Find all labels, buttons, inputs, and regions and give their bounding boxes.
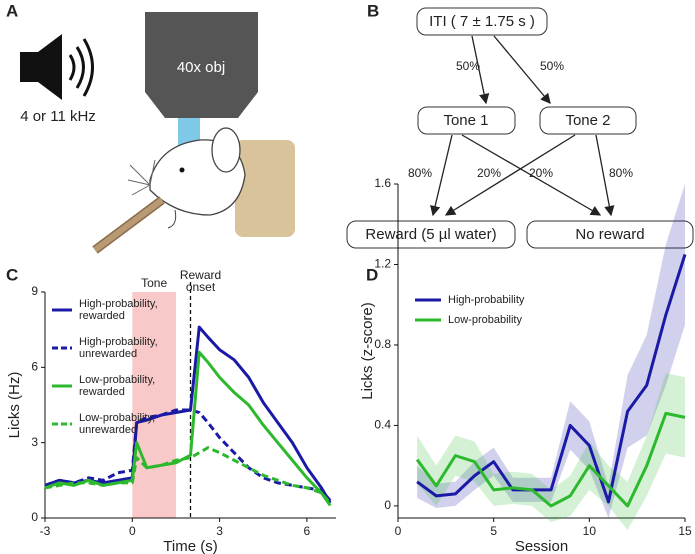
y-tick-label: 6	[31, 360, 38, 374]
edge-label: 20%	[477, 166, 501, 180]
y-tick-label: 0	[384, 498, 391, 512]
objective	[145, 12, 258, 155]
panel-letter: B	[367, 1, 379, 20]
node	[346, 220, 516, 249]
edge	[461, 134, 602, 216]
edge-label: 20%	[529, 166, 553, 180]
x-tick-label: 3	[216, 524, 223, 538]
y-tick-label: 0.8	[374, 337, 391, 351]
legend-label: Low-probability, rewarded	[79, 374, 155, 398]
y-tick-label: 3	[31, 435, 38, 449]
node-label: ITI ( 7 ± 1.75 s )	[429, 13, 535, 30]
series-line	[44, 325, 332, 504]
error-band	[417, 465, 437, 508]
x-axis-label: Time (s)	[163, 538, 217, 554]
series-line	[44, 446, 332, 504]
series-line	[416, 253, 687, 504]
x-axis-label: Session	[515, 538, 568, 554]
mouse	[92, 127, 295, 254]
legend-label: High-probability, unrewarded	[79, 336, 158, 360]
y-tick-label: 1.2	[374, 257, 391, 271]
node	[526, 220, 694, 249]
edge	[430, 134, 453, 217]
error-band	[627, 334, 647, 448]
edge-label: 50%	[540, 59, 564, 73]
edge-label: 80%	[408, 166, 432, 180]
legend-label: Low-probability	[448, 314, 522, 326]
x-tick-label: 10	[583, 524, 597, 538]
region-label: Tone	[141, 276, 167, 290]
edge	[595, 134, 615, 217]
series-line	[44, 350, 332, 507]
edge	[471, 35, 490, 105]
node-label: No reward	[575, 226, 644, 243]
y-tick-label: 0	[31, 510, 38, 524]
node	[416, 7, 548, 36]
series-line	[415, 411, 686, 508]
x-tick-label: -3	[40, 524, 51, 538]
edge-label: 50%	[456, 59, 480, 73]
legend-label: High-probability	[448, 294, 525, 306]
x-tick-label: 5	[490, 524, 497, 538]
panel-letter: C	[6, 265, 18, 284]
y-axis-label: Licks (z-score)	[359, 302, 376, 400]
edge	[444, 134, 576, 216]
error-band	[646, 373, 666, 496]
series-line	[44, 408, 332, 502]
objective-label: 40x obj	[177, 59, 225, 76]
error-band	[551, 475, 571, 523]
speaker-icon	[20, 34, 94, 100]
x-tick-label: 15	[678, 524, 692, 538]
node-label: Tone 1	[443, 112, 488, 129]
panel-letter: A	[6, 1, 18, 20]
x-tick-label: 0	[395, 524, 402, 538]
legend-label: Low-probability, unrewarded	[79, 412, 155, 436]
tone-region	[132, 292, 176, 518]
legend-label: High-probability, rewarded	[79, 298, 158, 322]
node	[417, 106, 516, 135]
error-band	[646, 244, 666, 436]
node-label: Tone 2	[565, 112, 610, 129]
y-tick-label: 9	[31, 284, 38, 298]
x-tick-label: 6	[304, 524, 311, 538]
reward-label: onset	[186, 280, 216, 294]
edge	[493, 35, 551, 104]
x-tick-label: 0	[129, 524, 136, 538]
node-label: Reward (5 µl water)	[365, 226, 496, 243]
speaker-label: 4 or 11 kHz	[20, 108, 96, 125]
y-axis-label: Licks (Hz)	[6, 372, 23, 439]
y-tick-label: 1.6	[374, 176, 391, 190]
edge-label: 80%	[609, 166, 633, 180]
y-tick-label: 0.4	[374, 418, 391, 432]
node	[539, 106, 637, 135]
panel-letter: D	[366, 265, 378, 284]
reward-label: Reward	[180, 268, 221, 282]
